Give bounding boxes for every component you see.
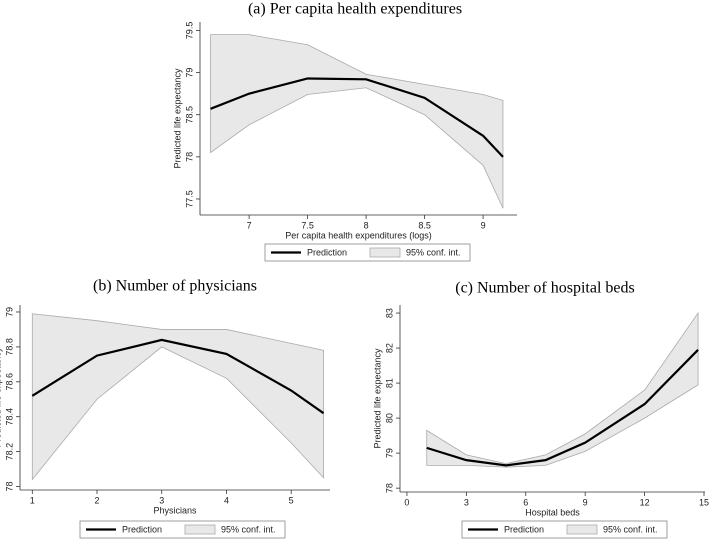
y-tick-label: 79 (384, 448, 394, 458)
y-tick-label: 78 (384, 483, 394, 493)
y-tick-label: 78.8 (4, 338, 14, 356)
y-tick-label: 79.5 (184, 22, 194, 40)
y-tick-label: 79 (184, 68, 194, 78)
legend-label: 95% conf. int. (221, 524, 276, 534)
x-tick-label: 1 (30, 495, 35, 505)
legend-label: Prediction (307, 247, 347, 257)
x-tick-label: 6 (523, 497, 528, 507)
y-tick-label: 78 (4, 482, 14, 492)
prediction-line (210, 77, 504, 158)
legend-swatch (184, 524, 216, 535)
x-tick-label: 0 (404, 497, 409, 507)
x-tick-label: 7.5 (301, 220, 314, 230)
legend-label: 95% conf. int. (406, 247, 461, 257)
confidence-band (31, 313, 324, 481)
legend-swatch (566, 524, 598, 535)
chart-title: (a) Per capita health expenditures (248, 1, 462, 18)
x-axis-label: Per capita health expenditures (logs) (285, 230, 432, 240)
legend-box (79, 520, 286, 539)
x-tick-label: 3 (159, 495, 164, 505)
y-tick-label: 78 (184, 152, 194, 162)
confidence-band (426, 311, 699, 468)
y-tick-label: 78.6 (4, 373, 14, 391)
x-tick-label: 5 (289, 495, 294, 505)
y-tick-label: 78.5 (184, 106, 194, 124)
x-tick-label: 7 (247, 220, 252, 230)
x-tick-label: 8.5 (418, 220, 431, 230)
y-axis-label: Predicted life expectancy (0, 347, 2, 448)
x-axis-label: Hospital beds (525, 507, 580, 517)
x-tick-label: 4 (224, 495, 229, 505)
legend-box (461, 520, 668, 539)
prediction-line (426, 349, 699, 467)
x-tick-label: 8 (364, 220, 369, 230)
y-tick-label: 77.5 (184, 190, 194, 208)
x-tick-label: 9 (583, 497, 588, 507)
prediction-line (31, 338, 325, 415)
x-axis-label: Physicians (153, 505, 197, 515)
y-tick-label: 80 (384, 413, 394, 423)
x-tick-label: 15 (699, 497, 709, 507)
legend-swatch (369, 247, 401, 258)
legend-label: Prediction (122, 524, 162, 534)
y-axis-label: Predicted life expectancy (372, 348, 382, 449)
y-axis-label: Predicted life expectancy (172, 68, 182, 169)
legend-label: Prediction (504, 524, 544, 534)
legend-box (264, 243, 471, 262)
x-tick-label: 2 (95, 495, 100, 505)
confidence-band (210, 34, 504, 209)
x-tick-label: 12 (640, 497, 650, 507)
x-tick-label: 9 (481, 220, 486, 230)
y-tick-label: 81 (384, 378, 394, 388)
y-tick-label: 82 (384, 343, 394, 353)
legend-label: 95% conf. int. (603, 524, 658, 534)
y-tick-label: 78.4 (4, 408, 14, 426)
chart-title: (c) Number of hospital beds (455, 280, 635, 297)
y-tick-label: 78.2 (4, 443, 14, 461)
x-tick-label: 3 (464, 497, 469, 507)
y-tick-label: 79 (4, 307, 14, 317)
chart-title: (b) Number of physicians (93, 278, 257, 295)
y-tick-label: 83 (384, 308, 394, 318)
